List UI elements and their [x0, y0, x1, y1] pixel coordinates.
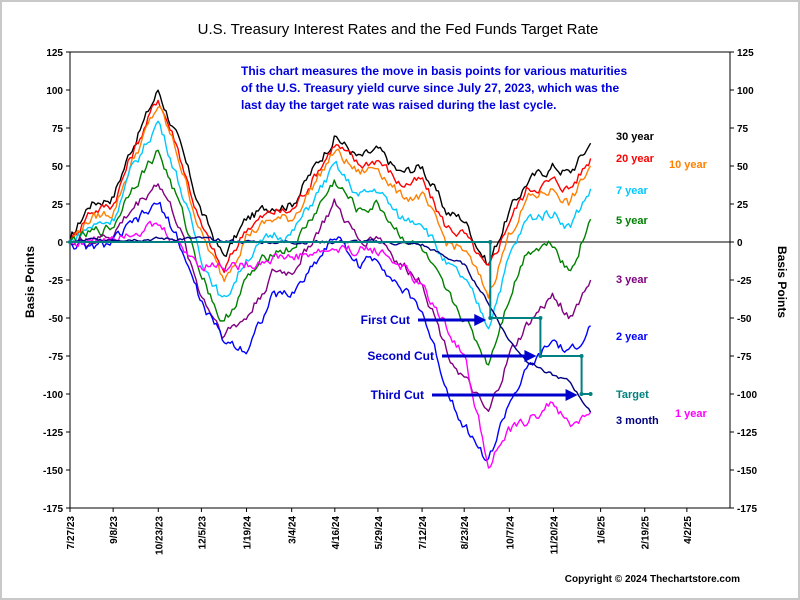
series-line-30-year: [69, 89, 592, 266]
series-label-30-year: 30 year: [616, 131, 655, 143]
series-labels: 30 year 20 year 10 year 7 year 5 year 3 year 2…: [616, 131, 708, 427]
y-tick-label-right: 125: [737, 48, 754, 59]
x-tick-label: 11/20/24: [549, 516, 560, 555]
x-tick-label: 8/23/24: [460, 516, 471, 550]
cut-label: First Cut: [361, 313, 410, 327]
x-tick-label: 7/27/23: [66, 516, 77, 550]
series-line-2-year: [69, 201, 592, 462]
y-tick-label-right: -25: [737, 276, 752, 287]
x-tick-label: 4/16/24: [331, 516, 342, 550]
y-tick-label-right: -175: [737, 504, 757, 515]
series-label-10-year: 10 year: [669, 159, 708, 171]
y-tick-label-left: 100: [46, 86, 63, 97]
y-axis-label-left: Basis Points: [23, 246, 37, 318]
x-tick-label: 12/5/23: [197, 516, 208, 550]
x-tick-label: 2/19/25: [641, 516, 652, 550]
series-layer: [68, 89, 593, 469]
chart-title: U.S. Treasury Interest Rates and the Fed…: [198, 21, 599, 38]
y-tick-label-left: 25: [52, 200, 64, 211]
x-tick-label: 1/6/25: [597, 516, 608, 544]
series-line-5-year: [69, 149, 592, 366]
x-tick-label: 5/29/24: [374, 516, 385, 550]
y-tick-label-right: 0: [737, 238, 743, 249]
y-tick-label-right: -50: [737, 314, 752, 325]
cut-arrow-head: [565, 389, 578, 401]
y-tick-label-right: -75: [737, 352, 752, 363]
annotation-line: of the U.S. Treasury yield curve since J…: [241, 81, 619, 95]
cut-label: Second Cut: [367, 349, 434, 363]
target-marker: [68, 240, 72, 244]
x-tick-label: 4/2/25: [683, 516, 694, 544]
y-tick-label-left: -100: [43, 390, 63, 401]
annotations: This chart measures the move in basis po…: [241, 64, 627, 402]
y-tick-label-left: -150: [43, 466, 63, 477]
cut-arrow-head: [474, 314, 487, 326]
y-tick-label-left: 50: [52, 162, 64, 173]
copyright: Copyright © 2024 Thechartstore.com: [565, 574, 740, 585]
y-tick-label-right: 75: [737, 124, 749, 135]
y-tick-label-left: 75: [52, 124, 64, 135]
y-tick-label-right: -125: [737, 428, 757, 439]
y-tick-label-left: -50: [49, 314, 64, 325]
y-tick-label-right: -100: [737, 390, 757, 401]
x-tick-label: 1/19/24: [243, 516, 254, 550]
annotation-line: This chart measures the move in basis po…: [241, 64, 627, 78]
cut-label: Third Cut: [371, 388, 424, 402]
y-tick-label-left: -75: [49, 352, 64, 363]
series-label-3-year: 3 year: [616, 274, 649, 286]
x-tick-label: 7/12/24: [418, 516, 429, 550]
x-tick-label: 3/4/24: [288, 516, 299, 544]
y-tick-label-right: 25: [737, 200, 749, 211]
axes: -175 -175 -150 -150 -125 -125 -100 -100 -75 -75 -5…: [43, 48, 757, 555]
series-line-7-year: [69, 120, 592, 330]
target-marker: [488, 240, 493, 244]
x-tick-label: 10/7/24: [505, 516, 516, 550]
y-axis-label-right: Basis Points: [775, 246, 789, 318]
y-tick-label-right: 100: [737, 86, 754, 97]
y-tick-label-right: -150: [737, 466, 757, 477]
series-line-3-year: [69, 183, 592, 412]
y-tick-label-left: -25: [49, 276, 64, 287]
y-tick-label-left: 125: [46, 48, 63, 59]
series-label-3-month: 3 month: [616, 415, 659, 427]
series-label-5-year: 5 year: [616, 215, 649, 227]
series-label-7-year: 7 year: [616, 185, 649, 197]
target-marker: [538, 354, 543, 358]
target-marker: [588, 392, 593, 396]
x-tick-label: 9/8/23: [109, 516, 120, 544]
target-marker: [579, 392, 584, 396]
y-tick-label-right: 50: [737, 162, 749, 173]
target-marker: [488, 316, 493, 320]
series-line-10-year: [69, 106, 592, 299]
cut-arrow-head: [524, 350, 537, 362]
target-marker: [538, 316, 543, 320]
y-tick-label-left: -175: [43, 504, 63, 515]
series-label-target: Target: [616, 389, 649, 401]
y-tick-label-left: 0: [57, 238, 63, 249]
series-label-1-year: 1 year: [675, 408, 708, 420]
annotation-line: last day the target rate was raised duri…: [241, 98, 556, 112]
x-tick-label: 10/23/23: [154, 516, 165, 555]
series-label-2-year: 2 year: [616, 331, 649, 343]
y-tick-label-left: -125: [43, 428, 63, 439]
series-label-20-year: 20 year: [616, 153, 655, 165]
series-line-1-year: [69, 220, 592, 469]
series-line-3-month: [69, 236, 592, 413]
target-marker: [579, 354, 584, 358]
series-line-target: [70, 241, 591, 395]
